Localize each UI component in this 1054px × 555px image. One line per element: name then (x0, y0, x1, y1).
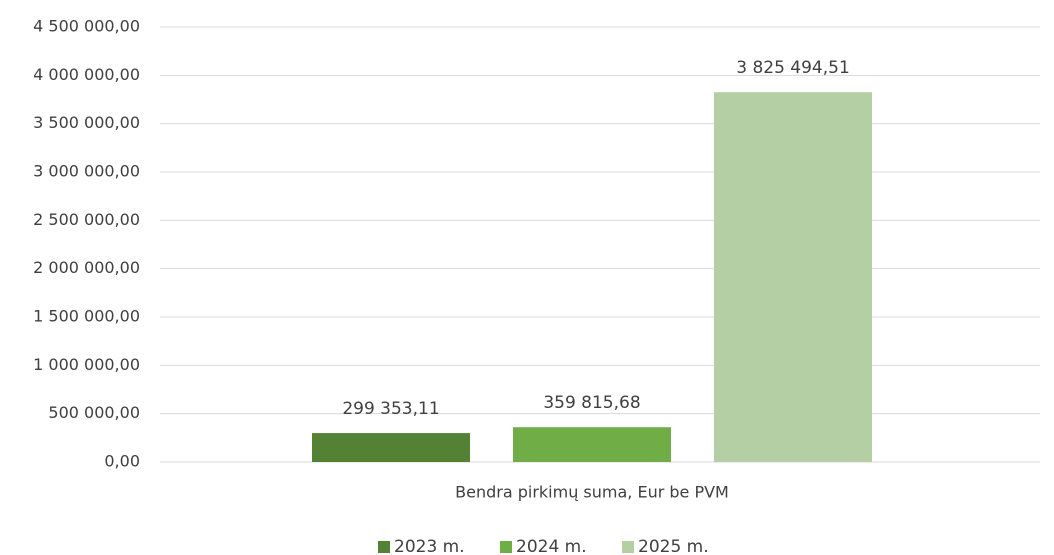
legend-swatch (500, 541, 512, 553)
y-tick-label: 2 000 000,00 (33, 258, 140, 277)
legend-swatch (622, 541, 634, 553)
x-tick-label: Bendra pirkimų suma, Eur be PVM (455, 483, 729, 502)
y-tick-label: 3 000 000,00 (33, 162, 140, 181)
y-tick-label: 2 500 000,00 (33, 210, 140, 229)
legend-swatch (378, 541, 390, 553)
data-label: 3 825 494,51 (736, 58, 850, 78)
bar (513, 427, 671, 462)
legend-label: 2024 m. (516, 537, 587, 555)
bar (312, 433, 470, 462)
y-tick-label: 3 500 000,00 (33, 113, 140, 132)
y-tick-label: 1 500 000,00 (33, 307, 140, 326)
y-tick-label: 4 500 000,00 (33, 17, 140, 36)
y-tick-label: 500 000,00 (48, 403, 140, 422)
data-label: 299 353,11 (342, 399, 439, 419)
y-tick-label: 1 000 000,00 (33, 355, 140, 374)
y-tick-label: 4 000 000,00 (33, 65, 140, 84)
data-label: 359 815,68 (543, 393, 640, 413)
bar (714, 92, 872, 462)
y-tick-label: 0,00 (104, 452, 140, 471)
legend-label: 2025 m. (638, 537, 709, 555)
legend-label: 2023 m. (394, 537, 465, 555)
